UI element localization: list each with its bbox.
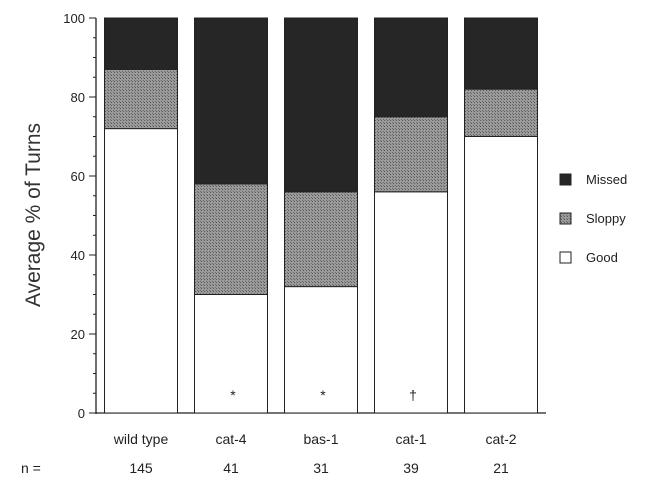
bar-segment-good-5 (464, 136, 538, 414)
significance-mark: * (230, 387, 236, 403)
n-value: 21 (493, 460, 509, 476)
bars (104, 17, 538, 414)
y-tick-label: 0 (78, 406, 85, 421)
y-axis-label: Average % of Turns (22, 123, 45, 307)
bar-segment-missed-4 (374, 17, 448, 118)
y-tick-label: 80 (71, 90, 85, 105)
y-tick-label: 20 (71, 327, 85, 342)
bar-segment-sloppy-2 (194, 183, 268, 295)
y-tick-label: 40 (71, 248, 85, 263)
legend-swatch-sloppy (559, 212, 572, 225)
n-values: 145 41 31 39 21 (129, 460, 509, 476)
bar-segment-missed-3 (284, 17, 358, 193)
bar-segment-good-1 (104, 128, 178, 414)
x-tick-label: cat-2 (485, 431, 516, 447)
bar-segment-sloppy-4 (374, 116, 448, 193)
bar-segment-missed-2 (194, 17, 268, 185)
n-value: 41 (223, 460, 239, 476)
n-value: 31 (313, 460, 329, 476)
legend: Missed Sloppy Good (559, 172, 627, 265)
bar-segment-sloppy-3 (284, 191, 358, 288)
x-tick-label: cat-1 (395, 431, 426, 447)
legend-swatch-missed (559, 173, 572, 186)
bar-segment-sloppy-5 (464, 88, 538, 137)
n-label: n = (21, 460, 41, 476)
legend-swatch-good (559, 251, 572, 264)
x-axis-labels: wild type cat-4 bas-1 cat-1 cat-2 (113, 431, 517, 447)
bar-segment-missed-1 (104, 17, 178, 70)
n-value: 39 (403, 460, 419, 476)
legend-label-good: Good (586, 250, 618, 265)
y-tick-label: 100 (63, 11, 85, 26)
x-tick-label: bas-1 (303, 431, 338, 447)
bar-segment-good-3 (284, 286, 358, 414)
bar-segment-good-4 (374, 191, 448, 414)
legend-label-missed: Missed (586, 172, 627, 187)
bar-segment-good-2 (194, 294, 268, 414)
n-value: 145 (129, 460, 153, 476)
legend-label-sloppy: Sloppy (586, 211, 626, 226)
significance-annotations: * * † (230, 387, 417, 403)
x-tick-label: wild type (113, 431, 169, 447)
bar-segment-missed-5 (464, 17, 538, 90)
bar-segment-sloppy-1 (104, 68, 178, 130)
x-tick-label: cat-4 (215, 431, 246, 447)
significance-mark: * (320, 387, 326, 403)
y-tick-label: 60 (71, 169, 85, 184)
significance-mark: † (409, 387, 417, 403)
